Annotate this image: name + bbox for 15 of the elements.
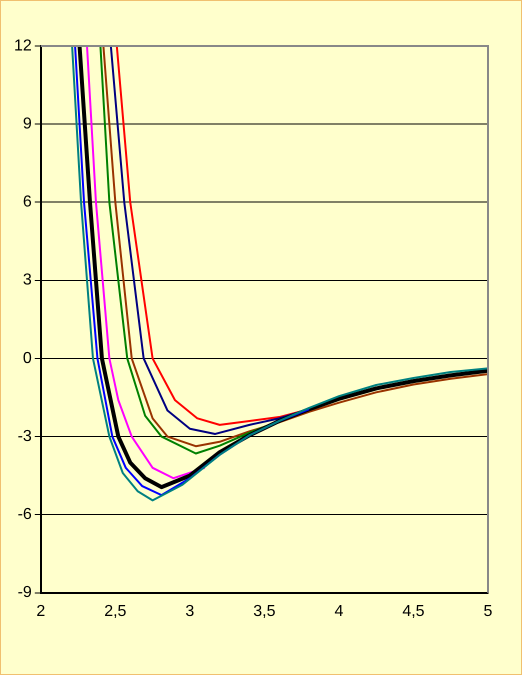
y-tick-label: -6 [18, 506, 32, 524]
y-tick-label: 9 [22, 116, 32, 133]
x-tick-label: 5 [484, 602, 493, 620]
y-tick-label: 12 [14, 37, 32, 54]
x-tick-label: 4 [334, 602, 344, 620]
y-tick-label: -9 [18, 584, 32, 602]
y-tick-label: 0 [22, 350, 32, 367]
x-tick-label: 4,5 [402, 602, 425, 620]
y-tick-label: 6 [22, 194, 32, 211]
x-tick-label: 2,5 [104, 602, 127, 620]
x-tick-label: 3 [185, 602, 194, 620]
y-tick-label: 3 [22, 272, 32, 289]
x-tick-label: 2 [36, 602, 46, 620]
y-tick-label: -3 [18, 428, 32, 445]
x-tick-label: 3,5 [253, 602, 276, 620]
